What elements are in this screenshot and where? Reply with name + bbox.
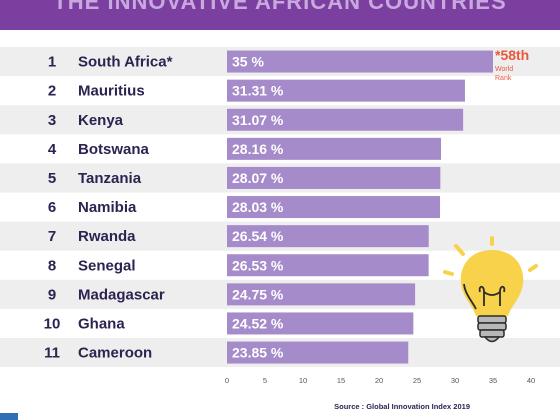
bar-value-label: 28.07 % [232, 170, 284, 186]
rank-label: 7 [48, 228, 56, 245]
bar-value-label: 31.07 % [232, 112, 284, 128]
bar [227, 283, 416, 306]
country-label: Botswana [78, 141, 150, 158]
bar-value-label: 31.31 % [232, 83, 284, 99]
country-label: Madagascar [78, 286, 165, 303]
bar [227, 137, 442, 160]
country-label: South Africa* [78, 54, 173, 71]
country-label: Senegal [78, 257, 136, 274]
bar [227, 108, 464, 131]
country-label: Ghana [78, 315, 125, 332]
bar [227, 225, 429, 248]
bar [227, 166, 441, 189]
bar [227, 312, 414, 335]
country-label: Mauritius [78, 83, 145, 100]
bar-value-label: 24.75 % [232, 286, 284, 302]
x-tick-label: 5 [263, 376, 267, 385]
country-label: Kenya [78, 112, 124, 129]
page-title: THE INNOVATIVE AFRICAN COUNTRIES [53, 0, 507, 14]
bar [227, 79, 465, 102]
rank-label: 2 [48, 83, 56, 100]
world-rank-value: *58th [495, 47, 529, 63]
rank-label: 10 [44, 315, 61, 332]
x-tick-label: 30 [451, 376, 459, 385]
world-rank-note: *58th World Rank [495, 47, 529, 82]
x-tick-label: 35 [489, 376, 497, 385]
world-rank-caption-2: Rank [495, 75, 512, 82]
rank-label: 1 [48, 54, 56, 71]
rank-label: 8 [48, 257, 56, 274]
title-bar: THE INNOVATIVE AFRICAN COUNTRIES [0, 0, 560, 30]
rank-label: 3 [48, 112, 56, 129]
lightbulb-icon [443, 236, 538, 343]
bar [227, 196, 441, 219]
rank-label: 6 [48, 199, 56, 216]
country-label: Cameroon [78, 345, 152, 362]
x-tick-label: 15 [337, 376, 345, 385]
bar-value-label: 24.52 % [232, 315, 284, 331]
x-tick-label: 40 [527, 376, 535, 385]
x-tick-label: 20 [375, 376, 383, 385]
country-label: Namibia [78, 199, 137, 216]
x-tick-label: 25 [413, 376, 421, 385]
bar [227, 50, 493, 73]
bar [227, 341, 409, 364]
bar-value-label: 28.16 % [232, 141, 284, 157]
bar-value-label: 26.53 % [232, 257, 284, 273]
bar-value-label: 28.03 % [232, 199, 284, 215]
brand-logo-fragment [0, 413, 18, 420]
rank-label: 9 [48, 286, 56, 303]
country-label: Rwanda [78, 228, 136, 245]
world-rank-caption-1: World [495, 66, 513, 73]
bar-value-label: 23.85 % [232, 345, 284, 361]
x-tick-label: 10 [299, 376, 307, 385]
bar-value-label: 35 % [232, 54, 264, 70]
bar-value-label: 26.54 % [232, 228, 284, 244]
rank-label: 11 [44, 345, 60, 362]
rank-label: 5 [48, 170, 56, 187]
source-note: Source : Global Innovation Index 2019 [334, 402, 470, 411]
bar [227, 254, 429, 277]
x-tick-label: 0 [225, 376, 229, 385]
rank-label: 4 [48, 141, 57, 158]
country-label: Tanzania [78, 170, 142, 187]
